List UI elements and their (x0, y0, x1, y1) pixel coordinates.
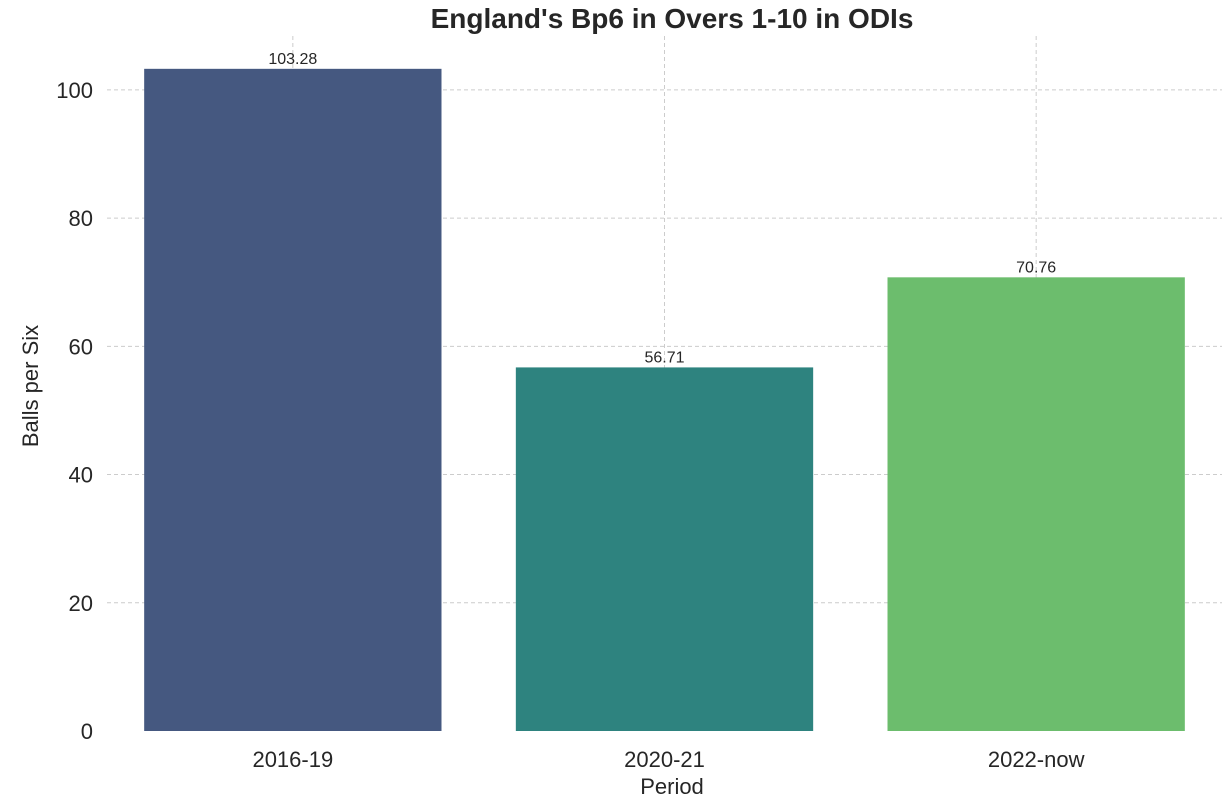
chart-title: England's Bp6 in Overs 1-10 in ODIs (431, 3, 914, 34)
y-tick-label: 80 (69, 206, 93, 231)
y-axis-label: Balls per Six (18, 325, 43, 447)
x-tick-label-2016-19: 2016-19 (252, 747, 333, 772)
bar-2020-21 (515, 367, 814, 731)
bar-2022-now (887, 277, 1185, 731)
data-label-2022-now: 70.76 (1016, 259, 1056, 276)
y-tick-label: 0 (81, 719, 93, 744)
x-tick-label-2020-21: 2020-21 (624, 747, 705, 772)
data-labels: 103.28 56.71 70.76 (268, 51, 1056, 367)
data-label-2020-21: 56.71 (644, 349, 684, 366)
x-axis-label: Period (640, 774, 704, 796)
y-ticks: 0 20 40 60 80 100 (56, 78, 93, 744)
bar-2016-19 (144, 68, 442, 732)
bars (144, 68, 1185, 732)
y-tick-label: 20 (69, 591, 93, 616)
x-tick-label-2022-now: 2022-now (988, 747, 1085, 772)
y-tick-label: 100 (56, 78, 93, 103)
x-ticks: 2016-19 2020-21 2022-now (252, 747, 1084, 772)
y-tick-label: 40 (69, 463, 93, 488)
data-label-2016-19: 103.28 (268, 51, 317, 68)
y-tick-label: 60 (69, 334, 93, 359)
